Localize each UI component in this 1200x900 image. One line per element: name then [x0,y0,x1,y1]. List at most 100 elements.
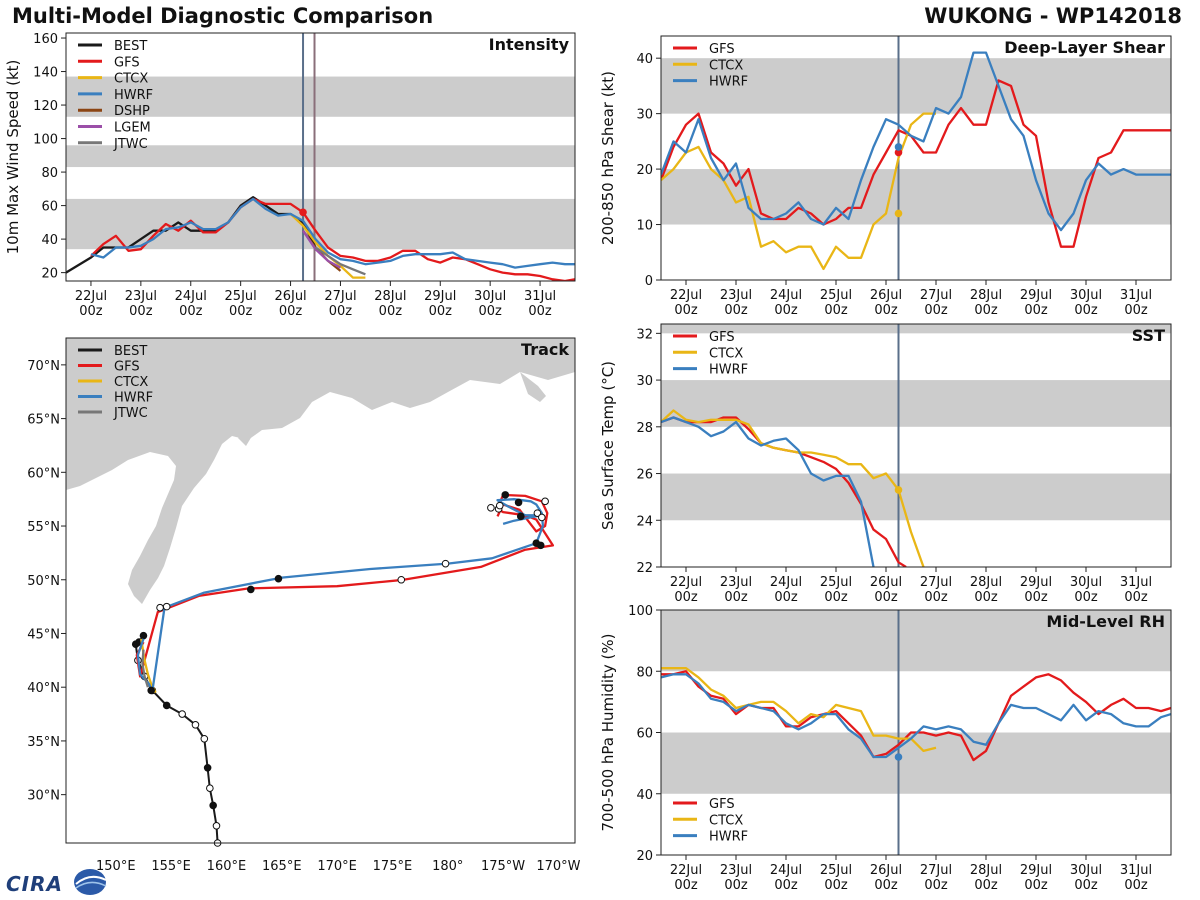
intensity-ytick-label: 120 [33,99,58,114]
shear-title: Deep-Layer Shear [1004,38,1165,57]
track-forecast-point [162,602,171,611]
track-lon-label: 160°E [207,859,247,874]
track-lon-label: 170°W [536,859,580,874]
shear-legend-label-gfs: GFS [709,42,735,57]
intensity-marker-gfs [299,208,307,217]
rh-xtick-day: 28Jul [970,863,1002,878]
shear-ytick-label: 30 [636,108,653,123]
shear-xtick-day: 30Jul [1070,288,1102,303]
rh-xtick-hour: 00z [874,878,898,893]
land-asia [66,338,575,604]
intensity-xtick-hour: 00z [129,304,153,319]
shear-ytick-label: 40 [636,52,653,67]
sst-xtick-day: 30Jul [1070,575,1102,590]
sst-ylabel: Sea Surface Temp (°C) [599,361,617,530]
rh-ytick-label: 100 [628,604,653,619]
sst-ytick-label: 28 [636,421,653,436]
intensity-xtick-day: 28Jul [374,289,406,304]
track-point-best [200,734,209,743]
intensity-xtick-day: 25Jul [225,289,257,304]
rh-ytick-label: 80 [636,665,653,680]
track-landmass [66,338,575,604]
sst-legend-label-ctcx: CTCX [709,346,743,361]
track-lat-label: 45°N [27,627,60,642]
track-series-hwrf [136,498,545,693]
shear-xtick-hour: 00z [1124,303,1148,318]
intensity-series-hwrf [90,197,575,269]
sst-xtick-day: 25Jul [820,575,852,590]
intensity-xtick-day: 23Jul [125,289,157,304]
shear-xtick-hour: 00z [974,303,998,318]
land-island [238,430,252,446]
track-forecast-point [538,513,546,522]
sst-legend-label-hwrf: HWRF [709,363,748,378]
sst-ytick-label: 26 [636,468,653,483]
rh-xtick-day: 26Jul [870,863,902,878]
intensity-frame [65,32,576,282]
track-lon-label: 170°E [317,859,357,874]
track-point-best [178,710,186,718]
sst-legend-label-gfs: GFS [709,330,735,345]
intensity-band [66,198,575,250]
shear-xtick-hour: 00z [874,303,898,318]
shear-ylabel: 200-850 hPa Shear (kt) [599,71,617,245]
rh-ytick-label: 60 [636,727,653,742]
rh-chart: 2040608010022Jul00z23Jul00z24Jul00z25Jul… [599,604,1172,893]
intensity-legend-label-hwrf: HWRF [114,88,153,103]
sst-xtick-day: 23Jul [720,575,752,590]
track-lat-label: 30°N [27,789,60,804]
track-lat-label: 70°N [27,359,60,374]
rh-legend-label-hwrf: HWRF [709,830,748,845]
shear-xtick-day: 29Jul [1020,288,1052,303]
logo-text: CIRA [6,872,63,896]
sst-xtick-hour: 00z [924,590,948,605]
shear-ytick-label: 20 [636,163,653,178]
track-forecast-point [156,603,164,612]
track-lon-label: 150°E [96,859,136,874]
rh-xtick-day: 31Jul [1120,863,1152,878]
sst-xtick-hour: 00z [824,590,848,605]
intensity-xtick-hour: 00z [528,304,552,319]
rh-ylabel: 700-500 hPa Humidity (%) [599,633,617,831]
shear-xtick-hour: 00z [924,303,948,318]
storm-id: WUKONG - WP142018 [924,4,1182,28]
sst-band [661,380,1171,427]
track-forecast-point [274,574,283,583]
sst-xtick-day: 26Jul [870,575,902,590]
track-frame [65,337,576,844]
shear-xtick-hour: 00z [824,303,848,318]
rh-xtick-day: 25Jul [820,863,852,878]
shear-xtick-hour: 00z [724,303,748,318]
sst-band [661,473,1171,521]
rh-xtick-hour: 00z [674,878,698,893]
track-forecast-point [516,512,525,521]
track-forecast-point [533,509,542,517]
land-island-2 [520,372,546,402]
intensity-xtick-day: 24Jul [175,289,207,304]
intensity-legend-label-gfs: GFS [114,55,140,70]
track-forecast-point [246,585,255,594]
sst-xtick-hour: 00z [1124,590,1148,605]
rh-xtick-day: 22Jul [670,863,702,878]
track-point-best [206,784,214,793]
sst-xtick-day: 31Jul [1120,575,1152,590]
track-lon-label: 175°E [373,859,413,874]
shear-xtick-hour: 00z [774,303,798,318]
intensity-xtick-hour: 00z [179,304,203,319]
track-legend-label-gfs: GFS [114,360,140,375]
intensity-title: Intensity [489,35,570,54]
intensity-legend-label-lgem: LGEM [114,121,151,136]
intensity-chart: 2040608010012014016022Jul00z23Jul00z24Ju… [4,32,576,319]
rh-xtick-hour: 00z [724,878,748,893]
shear-xtick-hour: 00z [1024,303,1048,318]
sst-xtick-hour: 00z [1074,590,1098,605]
intensity-series-lgem [302,230,342,269]
shear-marker-ctcx [894,209,903,218]
intensity-xtick-day: 31Jul [524,289,556,304]
shear-xtick-hour: 00z [674,303,698,318]
sst-xtick-hour: 00z [1024,590,1048,605]
shear-band [661,58,1171,114]
